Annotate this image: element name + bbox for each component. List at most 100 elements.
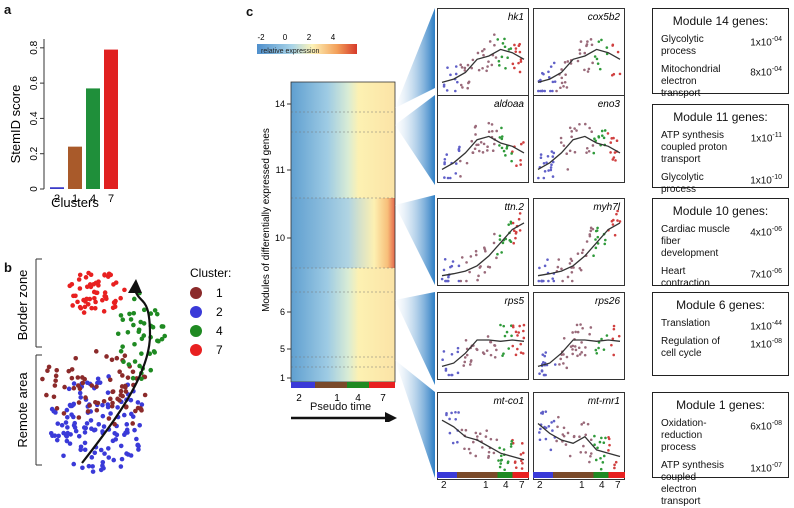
scatter-point [152, 308, 158, 313]
gene-expression-point [462, 364, 466, 367]
gene-expression-point [549, 168, 553, 172]
module-tick-label: 6 [280, 307, 285, 317]
gene-expression-point [466, 86, 470, 90]
scatter-point [102, 451, 107, 456]
scatter-point [87, 403, 92, 408]
gene-expression-point [493, 142, 496, 146]
go-term-pvalue: 1x10-11 [751, 130, 782, 145]
gene-expression-point [612, 327, 616, 331]
gene-expression-point [547, 424, 551, 428]
scatter-point [120, 344, 125, 349]
pvalue-exponent: -08 [771, 420, 782, 427]
gene-expression-point [538, 266, 541, 270]
gene-expression-point [454, 418, 457, 421]
gene-expression-point [497, 459, 500, 462]
gene-expression-point [588, 332, 591, 336]
gene-expression-point [618, 220, 622, 223]
gene-expression-point [468, 270, 471, 274]
gene-expression-point [586, 422, 590, 426]
scatter-point [142, 392, 148, 398]
scatter-point [87, 296, 93, 302]
scatter-point [109, 403, 115, 409]
gene-expression-point [600, 436, 603, 440]
go-term-pvalue: 1x10-04 [750, 34, 782, 49]
gene-expression-point [564, 73, 567, 76]
scatter-point [77, 272, 83, 278]
gene-expression-point [513, 229, 516, 233]
pvalue-base: 8x10 [750, 67, 772, 79]
gene-expression-point [589, 326, 593, 329]
gene-expression-point [478, 432, 482, 435]
gene-expression-point [540, 369, 544, 372]
gene-expression-point [521, 461, 524, 465]
scatter-point [110, 389, 116, 394]
gene-plot-cox5b2: cox5b2 [533, 8, 625, 96]
gene-expression-point [522, 323, 526, 327]
scatter-point [95, 380, 100, 386]
gene-expression-point [454, 162, 458, 165]
gene-name-label: aldoaa [494, 99, 524, 110]
scatter-point [141, 333, 147, 338]
gene-expression-point [513, 43, 516, 47]
scatter-point [118, 295, 123, 301]
scatter-point [150, 324, 156, 330]
gene-expression-point [552, 279, 556, 283]
gene-expression-point [518, 229, 522, 232]
gene-name-label: hk1 [508, 12, 524, 23]
scatter-point [108, 272, 114, 278]
scatter-point [65, 414, 70, 420]
module-tick-label: 11 [276, 165, 285, 175]
gene-expression-point [443, 258, 447, 261]
gene-expression-point [591, 227, 595, 231]
gene-expression-point [565, 355, 569, 359]
gene-expression-point [488, 265, 492, 269]
gene-expression-point [482, 142, 486, 146]
gene-trend-line [441, 48, 525, 84]
scatter-point [91, 281, 97, 287]
scatter-point [107, 377, 113, 383]
scatter-point [118, 388, 124, 394]
gene-expression-point [479, 141, 483, 144]
scatter-point [83, 275, 89, 280]
gene-expression-point [487, 130, 491, 134]
gene-expression-point [550, 150, 554, 153]
gene-expression-point [444, 367, 448, 371]
scatter-point [100, 429, 105, 434]
gene-expression-point [590, 130, 593, 134]
gene-expression-point [518, 212, 522, 215]
gene-expression-point [579, 268, 583, 272]
pseudo-time-arrowhead [385, 412, 397, 422]
gene-expression-point [562, 84, 565, 88]
gene-expression-point [607, 435, 610, 439]
gene-name-label: myh7l [593, 202, 620, 213]
gene-expression-point [573, 345, 577, 348]
gene-expression-point [501, 354, 504, 357]
gene-expression-point [595, 57, 599, 61]
scatter-point [124, 422, 130, 427]
scatter-point [123, 383, 128, 389]
scatter-point [77, 286, 83, 291]
gene-expression-point [465, 353, 469, 357]
scatter-point [136, 327, 142, 333]
scatter-point [53, 373, 59, 379]
scatter-point [106, 455, 112, 460]
scatter-point [66, 368, 72, 374]
gene-expression-point [553, 363, 557, 366]
gene-expression-point [544, 410, 548, 413]
scatter-point [131, 322, 136, 328]
gene-expression-point [463, 69, 467, 72]
gene-expression-point [502, 448, 506, 451]
gene-expression-point [566, 275, 570, 279]
gene-expression-point [593, 434, 596, 438]
go-term-pvalue: 6x10-08 [750, 418, 782, 433]
scatter-point [120, 393, 125, 399]
gene-trend-line [537, 135, 621, 170]
gene-expression-point [562, 336, 566, 340]
pvalue-base: 1x10 [750, 339, 772, 351]
scatter-point [132, 296, 137, 302]
gene-expression-point [581, 326, 584, 330]
gene-expression-point [514, 353, 518, 357]
gene-name-label: mt-co1 [493, 396, 524, 407]
scatter-point [156, 338, 161, 344]
gene-expression-point [500, 458, 504, 462]
